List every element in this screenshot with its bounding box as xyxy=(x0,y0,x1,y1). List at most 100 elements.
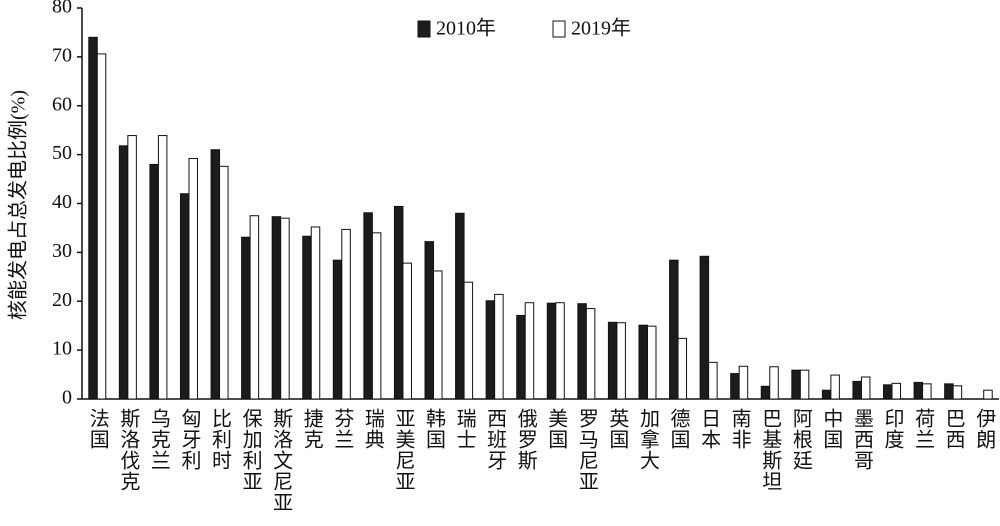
bar xyxy=(341,228,351,400)
x-tick-label: 日本 xyxy=(698,408,721,450)
x-tick-label: 俄罗斯 xyxy=(514,408,537,471)
bar xyxy=(494,293,504,400)
x-tick-label: 斯洛文尼亚 xyxy=(270,408,293,513)
bar xyxy=(96,53,107,400)
bar xyxy=(149,163,159,400)
y-tick-label: 70 xyxy=(52,44,72,66)
bar xyxy=(210,149,221,400)
bar xyxy=(249,215,260,400)
bar xyxy=(952,385,963,400)
y-tick-label: 50 xyxy=(52,142,72,164)
x-tick-label: 印度 xyxy=(881,408,904,450)
x-tick-label: 瑞士 xyxy=(453,408,476,450)
bar xyxy=(310,226,321,400)
bar xyxy=(546,302,557,400)
x-tick-label: 瑞典 xyxy=(361,408,384,450)
x-tick-label: 罗马尼亚 xyxy=(575,408,598,492)
x-tick-label: 斯洛伐克 xyxy=(117,408,140,492)
x-tick-label: 比利时 xyxy=(209,408,232,471)
y-tick-label: 0 xyxy=(62,387,72,409)
x-tick-label: 西班牙 xyxy=(484,408,507,471)
legend-label: 2010年 xyxy=(436,17,496,40)
bar xyxy=(371,232,382,400)
bar xyxy=(271,216,282,400)
bar xyxy=(433,270,443,400)
x-tick-label: 韩国 xyxy=(423,408,446,450)
bar xyxy=(241,236,251,400)
bar xyxy=(646,325,657,400)
bar xyxy=(363,212,373,400)
bar xyxy=(332,259,343,400)
bar xyxy=(219,165,229,400)
legend-swatch xyxy=(552,20,566,38)
bar xyxy=(730,373,740,400)
x-tick-label: 伊朗 xyxy=(973,408,996,450)
bar xyxy=(157,135,168,400)
bar xyxy=(118,145,129,400)
bar xyxy=(738,365,749,400)
bar xyxy=(852,380,862,400)
bar xyxy=(891,382,902,400)
bar xyxy=(485,300,496,400)
bar xyxy=(585,308,596,400)
y-tick-label: 10 xyxy=(52,338,72,360)
x-tick-label: 巴西 xyxy=(942,408,964,450)
bar xyxy=(677,337,688,400)
bar xyxy=(607,321,618,400)
x-tick-label: 保加利亚 xyxy=(239,408,262,492)
y-axis-label: 核能发电占总发电比例(%) xyxy=(7,90,30,320)
x-tick-label: 中国 xyxy=(820,408,842,450)
bar xyxy=(913,381,924,400)
bar xyxy=(708,361,718,400)
x-tick-label: 美国 xyxy=(545,408,568,450)
bar xyxy=(555,302,565,400)
x-tick-label: 南非 xyxy=(728,408,750,450)
bar xyxy=(883,384,893,400)
bar xyxy=(983,389,993,400)
y-tick-label: 80 xyxy=(52,0,72,18)
bar xyxy=(402,262,412,400)
y-tick-label: 20 xyxy=(52,289,72,311)
x-tick-label: 匈牙利 xyxy=(178,408,201,471)
x-tick-label: 英国 xyxy=(606,408,629,450)
x-tick-label: 阿根廷 xyxy=(789,408,812,471)
bar xyxy=(455,212,465,400)
x-tick-label: 法国 xyxy=(86,408,109,450)
x-tick-label: 亚美尼亚 xyxy=(392,408,415,492)
bar xyxy=(638,324,648,400)
x-tick-label: 捷克 xyxy=(300,408,323,450)
legend-swatch xyxy=(417,20,431,38)
x-tick-label: 芬兰 xyxy=(331,408,354,450)
x-tick-label: 巴基斯坦 xyxy=(759,408,782,492)
bar xyxy=(860,376,871,400)
bar xyxy=(769,366,779,400)
x-tick-label: 乌克兰 xyxy=(147,408,170,471)
bar xyxy=(424,241,435,400)
bar xyxy=(830,374,840,400)
y-tick-label: 40 xyxy=(52,191,72,213)
bar xyxy=(577,303,587,400)
x-tick-label: 荷兰 xyxy=(912,408,935,450)
bar xyxy=(922,383,932,400)
bar xyxy=(88,36,98,400)
x-tick-label: 德国 xyxy=(667,408,690,450)
bar xyxy=(127,135,137,400)
x-tick-label: 加拿大 xyxy=(636,408,659,471)
y-tick-label: 30 xyxy=(52,240,72,262)
bar xyxy=(944,383,954,400)
legend-label: 2019年 xyxy=(571,17,631,40)
bar xyxy=(516,314,526,400)
bar xyxy=(799,369,810,400)
bar xyxy=(280,217,290,400)
bar xyxy=(616,322,626,400)
y-tick-label: 60 xyxy=(52,93,72,115)
bar xyxy=(699,255,710,400)
bar xyxy=(760,385,771,400)
bar xyxy=(188,158,198,400)
bar xyxy=(791,369,801,400)
bar xyxy=(524,302,535,400)
bar xyxy=(463,281,474,400)
bar xyxy=(393,205,404,400)
bar xyxy=(179,193,190,400)
